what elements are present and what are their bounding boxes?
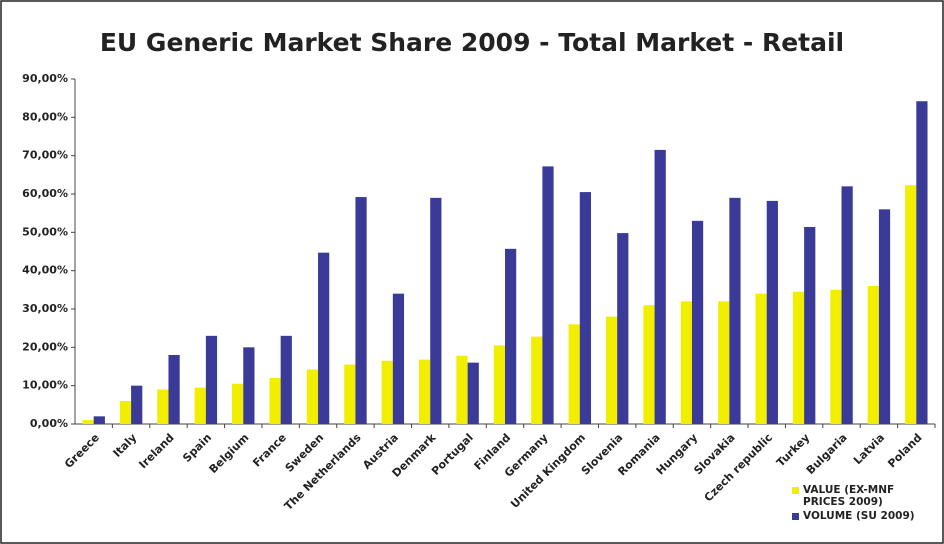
legend-label: VOLUME (SU 2009): [803, 510, 915, 522]
y-tick-label: 0,00%: [30, 417, 68, 430]
bar: [467, 362, 479, 424]
bar: [878, 209, 891, 424]
bar: [232, 383, 244, 424]
bar: [243, 347, 255, 424]
bar: [419, 359, 431, 424]
bar: [867, 286, 879, 424]
bar: [766, 200, 778, 424]
bar: [568, 324, 580, 424]
y-tick-label: 70,00%: [22, 149, 68, 162]
legend-swatch: [792, 513, 799, 520]
bar: [157, 389, 169, 424]
bar: [579, 192, 591, 424]
bar: [542, 166, 554, 424]
bar: [531, 336, 543, 424]
bar: [430, 197, 442, 424]
bar: [905, 185, 917, 424]
bar: [691, 220, 704, 424]
bar: [830, 289, 842, 424]
bar: [505, 248, 517, 424]
y-tick-label: 90,00%: [22, 72, 68, 85]
bar: [93, 416, 105, 424]
y-tick-label: 10,00%: [22, 379, 68, 392]
y-tick-label: 20,00%: [22, 340, 68, 353]
legend-item: VALUE (EX-MNF PRICES 2009): [792, 484, 937, 508]
bar: [269, 378, 281, 424]
bar: [755, 293, 767, 424]
bar: [131, 385, 143, 424]
bar: [493, 345, 505, 424]
legend: VALUE (EX-MNF PRICES 2009) VOLUME (SU 200…: [792, 484, 937, 524]
y-tick-label: 80,00%: [22, 110, 68, 123]
bar: [280, 335, 292, 424]
bar: [318, 252, 330, 424]
bar: [617, 233, 629, 424]
legend-label: VALUE (EX-MNF PRICES 2009): [803, 484, 895, 508]
bar: [344, 364, 356, 424]
bar: [605, 316, 618, 424]
bar: [729, 197, 741, 424]
bar: [680, 301, 692, 424]
bar: [194, 387, 206, 424]
chart-title: EU Generic Market Share 2009 - Total Mar…: [100, 28, 844, 57]
y-tick-label: 30,00%: [22, 302, 68, 315]
y-tick-label: 40,00%: [22, 264, 68, 277]
bar: [205, 335, 218, 424]
bar: [381, 360, 393, 424]
bar: [306, 369, 319, 424]
bar: [804, 226, 816, 424]
bar: [392, 293, 405, 424]
bar: [643, 305, 655, 424]
bar: [82, 420, 94, 424]
y-tick-label: 50,00%: [22, 225, 68, 238]
bar: [841, 186, 853, 424]
bar: [119, 401, 132, 424]
y-tick-label: 60,00%: [22, 187, 68, 200]
bar: [916, 101, 928, 424]
legend-item: VOLUME (SU 2009): [792, 510, 937, 522]
legend-swatch: [792, 487, 799, 494]
bar: [355, 197, 367, 424]
bar: [718, 301, 730, 424]
bar: [792, 291, 805, 424]
bar: [168, 355, 180, 424]
bar: [654, 149, 666, 424]
bar: [456, 355, 468, 424]
